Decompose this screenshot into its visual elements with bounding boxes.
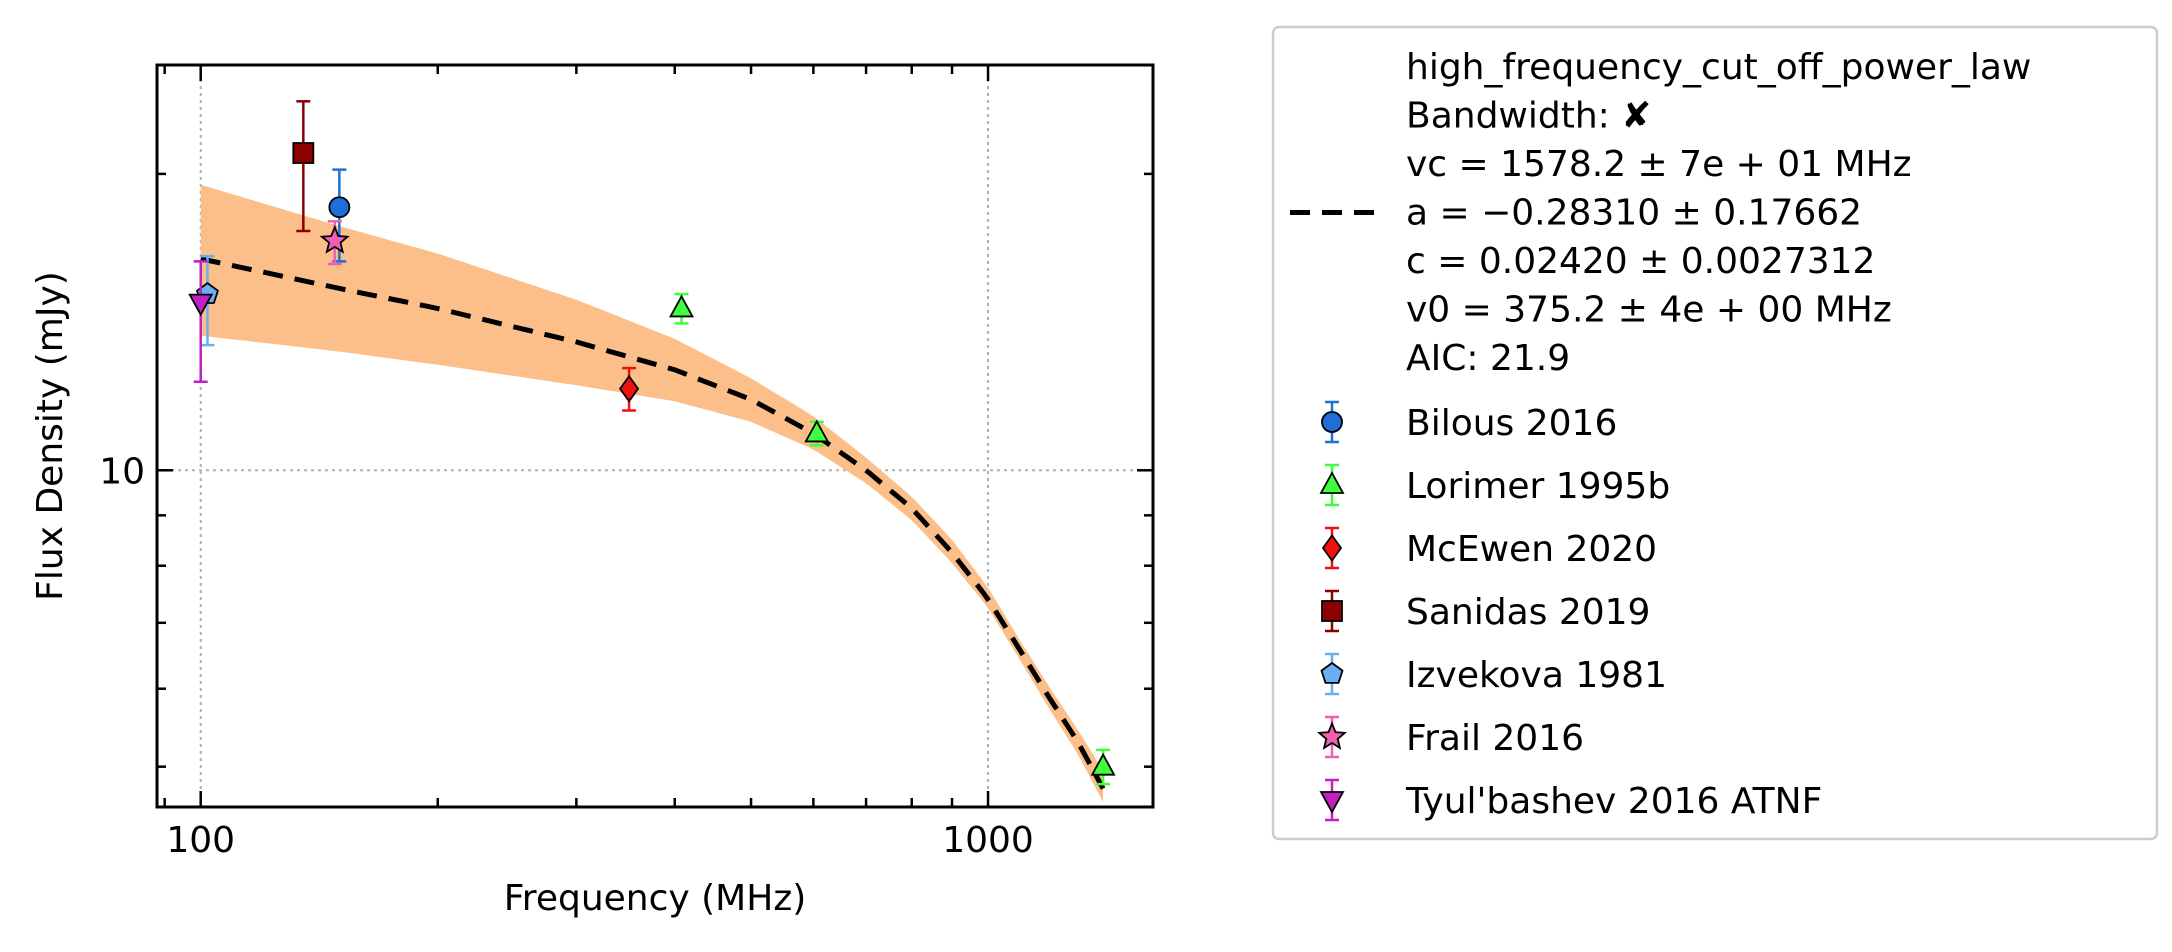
grid-lines (157, 65, 1153, 807)
data-point-bilous-2016 (328, 196, 351, 219)
legend: high_frequency_cut_off_power_law Bandwidt… (1271, 25, 2159, 841)
legend-fit-label-line: high_frequency_cut_off_power_law (1406, 47, 2031, 88)
legend-fit-label-line: v0 = 375.2 ± 4e + 00 MHz (1406, 290, 1892, 331)
y-tick-label: 10 (99, 451, 145, 492)
plot-area-frame (155, 63, 1155, 809)
legend-label-izvekova-1981: Izvekova 1981 (1406, 655, 1667, 696)
data-point-lorimer-1995b (804, 419, 830, 443)
x-tick-label: 1000 (942, 820, 1034, 861)
legend-fit-label-line: c = 0.02420 ± 0.0027312 (1406, 241, 1875, 282)
legend-marker-bilous-2016 (1321, 411, 1343, 433)
fit-curve-group (200, 256, 1106, 790)
data-point-tyul-bashev-2016-atnf (188, 293, 214, 317)
legend-frame (1271, 25, 2159, 841)
legend-label-mcewen-2020: McEwen 2020 (1406, 529, 1657, 570)
legend-fit-label-line: a = −0.28310 ± 0.17662 (1406, 193, 1862, 234)
legend-marker-tyul-bashev-2016-atnf (1319, 791, 1345, 814)
data-point-frail-2016 (319, 225, 350, 254)
legend-label-sanidas-2019: Sanidas 2019 (1406, 592, 1650, 633)
fit-uncertainty-band-group (200, 184, 1104, 803)
legend-label-lorimer-1995b: Lorimer 1995b (1406, 466, 1670, 507)
legend-marker-mcewen-2020 (1321, 533, 1343, 563)
x-tick-label: 100 (166, 820, 235, 861)
fit-uncertainty-band (200, 184, 1104, 803)
fit-curve (200, 256, 1106, 790)
legend-label-bilous-2016: Bilous 2016 (1406, 403, 1617, 444)
data-point-lorimer-1995b (668, 294, 695, 318)
legend-fit-label-line: vc = 1578.2 ± 7e + 01 MHz (1406, 144, 1912, 185)
legend-marker-frail-2016 (1316, 721, 1348, 750)
legend-label-frail-2016: Frail 2016 (1406, 718, 1584, 759)
legend-marker-izvekova-1981 (1320, 661, 1344, 684)
legend-fit-label-line: AIC: 21.9 (1406, 338, 1570, 379)
legend-marker-lorimer-1995b (1319, 471, 1345, 494)
data-points (188, 100, 1116, 786)
legend-label-tyul-bashev-2016-atnf: Tyul'bashev 2016 ATNF (1405, 781, 1822, 822)
data-point-mcewen-2020 (618, 374, 640, 403)
data-point-lorimer-1995b (1090, 752, 1116, 776)
y-axis-label: Flux Density (mJy) (30, 271, 71, 601)
x-axis-label: Frequency (MHz) (504, 878, 807, 919)
data-point-sanidas-2019 (292, 142, 315, 164)
legend-fit-label-line: Bandwidth: ✘ (1406, 96, 1651, 137)
axis-ticks: 100 1000 10 (99, 65, 1153, 861)
legend-marker-sanidas-2019 (1321, 600, 1343, 622)
